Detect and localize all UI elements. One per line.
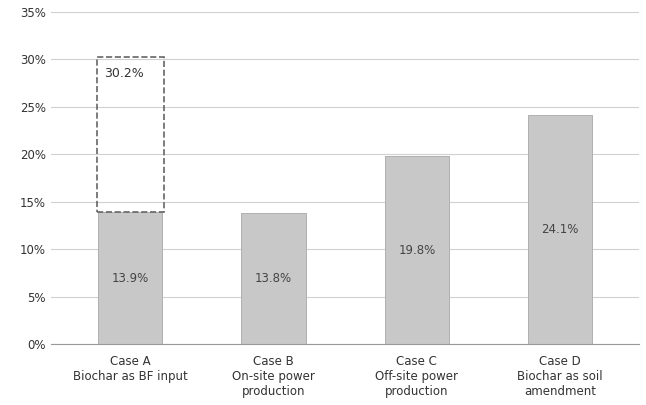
Text: 30.2%: 30.2%: [104, 67, 143, 80]
Text: 19.8%: 19.8%: [399, 243, 435, 256]
Text: 13.9%: 13.9%: [112, 271, 149, 285]
Bar: [96, 58, 164, 212]
Bar: [242, 213, 306, 344]
Bar: [98, 212, 163, 344]
Bar: [384, 156, 449, 344]
Text: 24.1%: 24.1%: [541, 223, 579, 236]
Text: 13.8%: 13.8%: [255, 272, 292, 285]
Bar: [528, 115, 592, 344]
